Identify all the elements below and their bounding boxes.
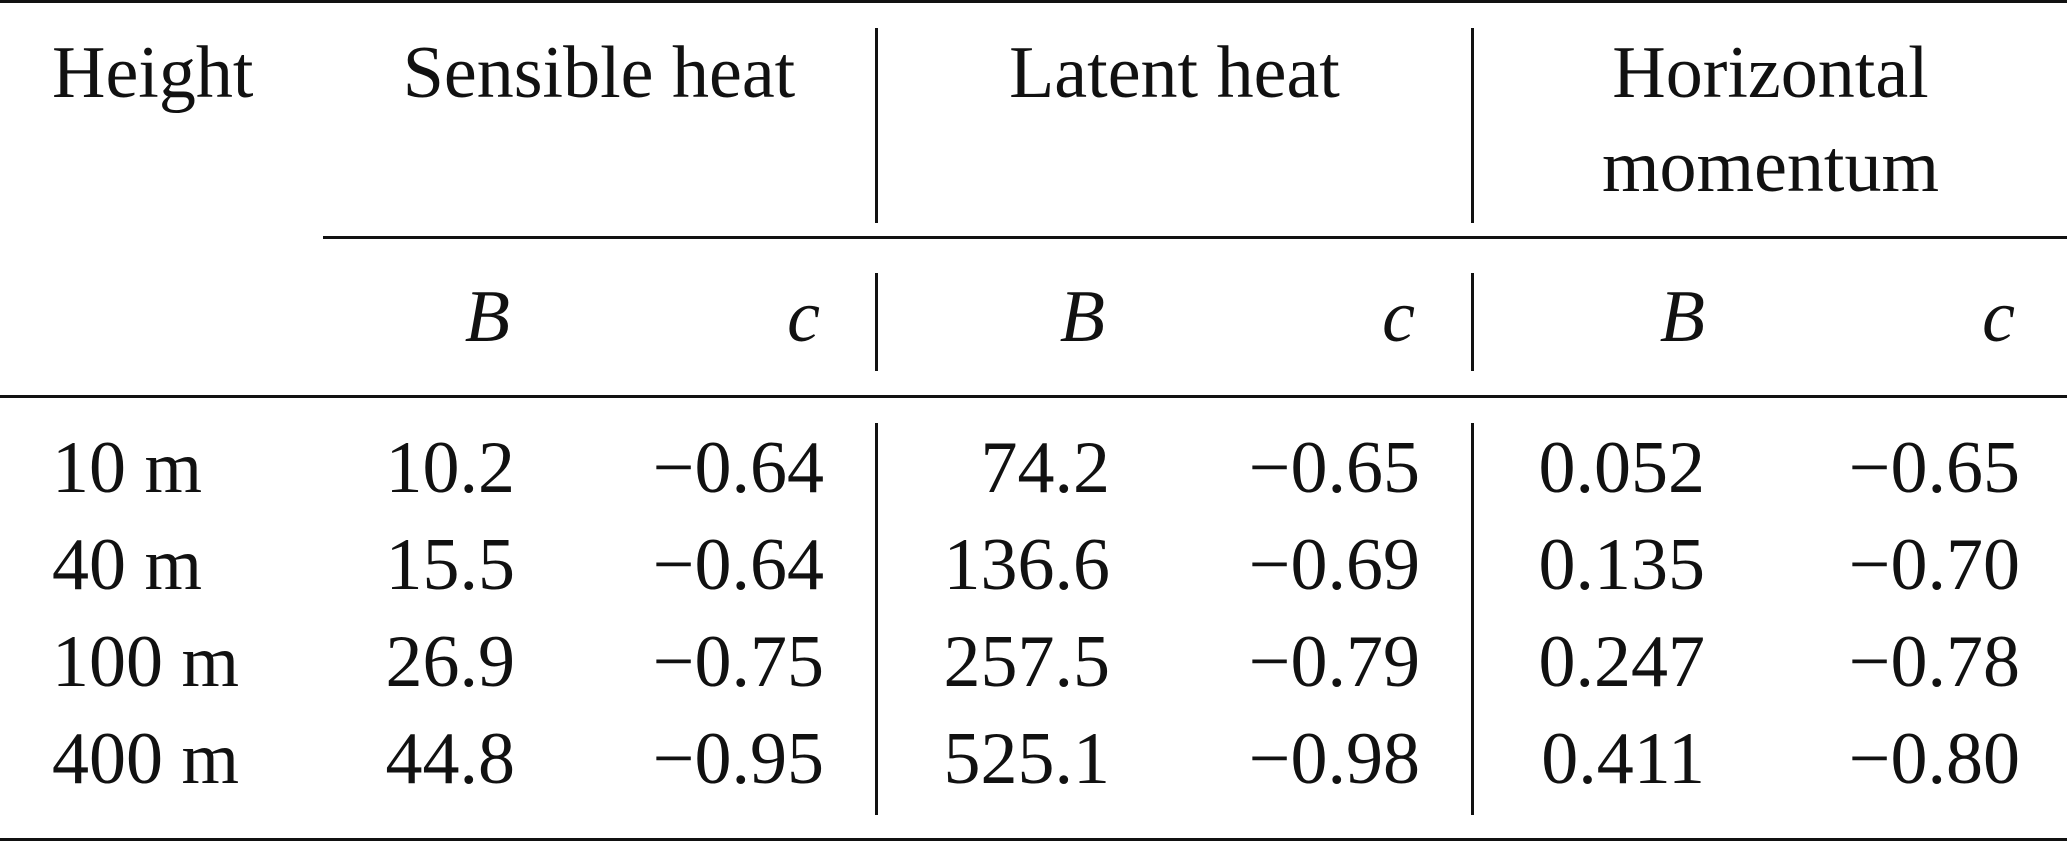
column-separator — [1471, 423, 1474, 815]
cell-latent-B: 74.2 — [980, 427, 1111, 509]
cell-latent-B: 525.1 — [943, 718, 1111, 800]
row-height: 100 m — [52, 621, 240, 703]
row-height: 10 m — [52, 427, 203, 509]
bottom-rule — [0, 838, 2067, 841]
subheader-latent-c: c — [1382, 276, 1415, 358]
cell-sensible-c: −0.75 — [652, 621, 824, 703]
top-rule — [0, 0, 2067, 3]
column-separator — [1471, 28, 1474, 223]
cell-latent-c: −0.65 — [1248, 427, 1420, 509]
cell-momentum-B: 0.247 — [1538, 621, 1706, 703]
cell-latent-c: −0.98 — [1248, 718, 1420, 800]
header-height: Height — [52, 32, 254, 114]
subheader-latent-B: B — [1059, 276, 1105, 358]
cell-momentum-B: 0.411 — [1541, 718, 1705, 800]
cell-momentum-B: 0.135 — [1538, 524, 1706, 606]
cell-sensible-B: 44.8 — [385, 718, 516, 800]
group-underline-rule — [323, 236, 2067, 239]
cell-sensible-B: 15.5 — [385, 524, 516, 606]
column-separator — [875, 273, 878, 371]
subheader-sensible-c: c — [787, 276, 820, 358]
row-height: 40 m — [52, 524, 203, 606]
cell-latent-c: −0.69 — [1248, 524, 1420, 606]
cell-momentum-B: 0.052 — [1538, 427, 1706, 509]
cell-sensible-c: −0.64 — [652, 524, 824, 606]
row-height: 400 m — [52, 718, 240, 800]
header-horizontal-momentum-line1: Horizontal — [1612, 32, 1929, 114]
header-latent-heat: Latent heat — [1009, 32, 1340, 114]
subheader-momentum-B: B — [1659, 276, 1705, 358]
column-separator — [875, 423, 878, 815]
header-bottom-rule — [0, 395, 2067, 398]
cell-latent-B: 257.5 — [943, 621, 1111, 703]
cell-sensible-c: −0.95 — [652, 718, 824, 800]
cell-momentum-c: −0.80 — [1848, 718, 2020, 800]
column-separator — [875, 28, 878, 223]
header-sensible-heat: Sensible heat — [402, 32, 796, 114]
cell-latent-c: −0.79 — [1248, 621, 1420, 703]
subheader-sensible-B: B — [464, 276, 510, 358]
cell-momentum-c: −0.65 — [1848, 427, 2020, 509]
cell-momentum-c: −0.78 — [1848, 621, 2020, 703]
cell-sensible-B: 10.2 — [385, 427, 516, 509]
cell-sensible-c: −0.64 — [652, 427, 824, 509]
column-separator — [1471, 273, 1474, 371]
cell-momentum-c: −0.70 — [1848, 524, 2020, 606]
cell-latent-B: 136.6 — [943, 524, 1111, 606]
header-horizontal-momentum-line2: momentum — [1601, 126, 1940, 208]
subheader-momentum-c: c — [1982, 276, 2015, 358]
cell-sensible-B: 26.9 — [385, 621, 516, 703]
